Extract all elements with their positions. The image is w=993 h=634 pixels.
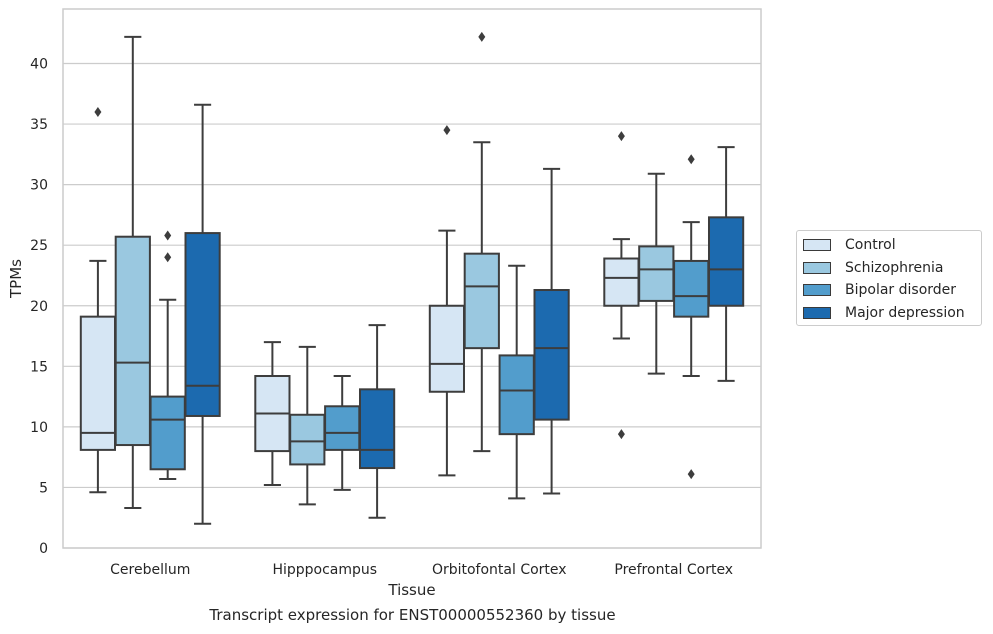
outlier-point	[94, 106, 102, 117]
y-tick-label: 35	[30, 117, 48, 133]
plot-frame	[62, 8, 762, 549]
box-body	[533, 289, 570, 421]
box-body	[184, 232, 221, 417]
y-tick-label: 10	[30, 420, 48, 436]
y-tick-label: 0	[39, 541, 48, 557]
x-tick-label: Cerebellum	[110, 562, 190, 578]
x-tick-label: Orbitofontal Cortex	[432, 562, 567, 578]
box-1-1	[289, 345, 326, 506]
box-2-1	[324, 375, 361, 491]
box-body	[358, 388, 396, 470]
box-2-0	[149, 230, 186, 480]
x-tick-label: Prefrontal Cortex	[614, 562, 733, 578]
outlier-point	[478, 31, 486, 42]
box-body	[428, 304, 466, 393]
y-tick-label: 25	[30, 238, 48, 254]
box-2-2	[498, 264, 535, 500]
y-tick-label: 5	[39, 480, 48, 496]
x-tick-label: Hipppocampus	[272, 562, 377, 578]
legend-label: Major depression	[845, 305, 965, 321]
outlier-point	[687, 469, 695, 480]
outlier-point	[164, 252, 172, 263]
box-body	[289, 413, 326, 466]
box-body	[498, 354, 535, 436]
box-3-1	[358, 324, 396, 519]
legend-swatch	[803, 284, 831, 296]
outlier-point	[617, 131, 625, 142]
y-tick-label: 30	[30, 178, 48, 194]
legend-swatch	[803, 239, 831, 251]
box-0-2	[428, 125, 466, 477]
legend-item-bipolar-disorder: Bipolar disorder	[803, 281, 956, 299]
legend-label: Schizophrenia	[845, 260, 944, 276]
legend-label: Control	[845, 237, 896, 253]
outlier-point	[617, 429, 625, 440]
box-3-0	[184, 103, 221, 525]
legend-item-control: Control	[803, 236, 896, 254]
legend-swatch	[803, 262, 831, 274]
box-body	[673, 259, 710, 318]
box-1-0	[114, 35, 151, 510]
box-0-1	[254, 341, 291, 487]
box-2-3	[673, 154, 710, 480]
y-tick-label: 15	[30, 359, 48, 375]
box-0-3	[603, 131, 640, 440]
box-body	[149, 395, 186, 471]
outlier-point	[164, 230, 172, 241]
box-body	[463, 252, 500, 350]
legend: Control Schizophrenia Bipolar disorder M…	[796, 230, 982, 326]
box-body	[79, 315, 117, 451]
box-body	[324, 405, 361, 451]
box-body	[114, 235, 151, 447]
legend-item-schizophrenia: Schizophrenia	[803, 259, 943, 277]
chart-caption: Transcript expression for ENST0000055236…	[209, 606, 616, 624]
outlier-point	[443, 125, 451, 136]
box-body	[707, 216, 745, 307]
legend-item-major-depression: Major depression	[803, 304, 965, 322]
legend-label: Bipolar disorder	[845, 282, 957, 298]
y-axis-ticks: 0 5 10 15 20 25 30 35 40	[30, 57, 48, 557]
y-axis-label: TPMs	[7, 259, 25, 299]
box-1-3	[638, 172, 675, 375]
box-0-0	[79, 106, 117, 494]
y-tick-label: 40	[30, 57, 48, 73]
x-axis-label: Tissue	[387, 581, 435, 599]
box-body	[603, 257, 640, 307]
outlier-point	[687, 154, 695, 165]
box-3-2	[533, 167, 570, 495]
y-tick-label: 20	[30, 299, 48, 315]
box-3-3	[707, 146, 745, 382]
box-body	[638, 245, 675, 302]
legend-swatch	[803, 307, 831, 319]
box-plot-series	[79, 31, 745, 525]
x-axis-ticks: Cerebellum Hipppocampus Orbitofontal Corte…	[110, 562, 733, 578]
box-1-2	[463, 31, 500, 453]
